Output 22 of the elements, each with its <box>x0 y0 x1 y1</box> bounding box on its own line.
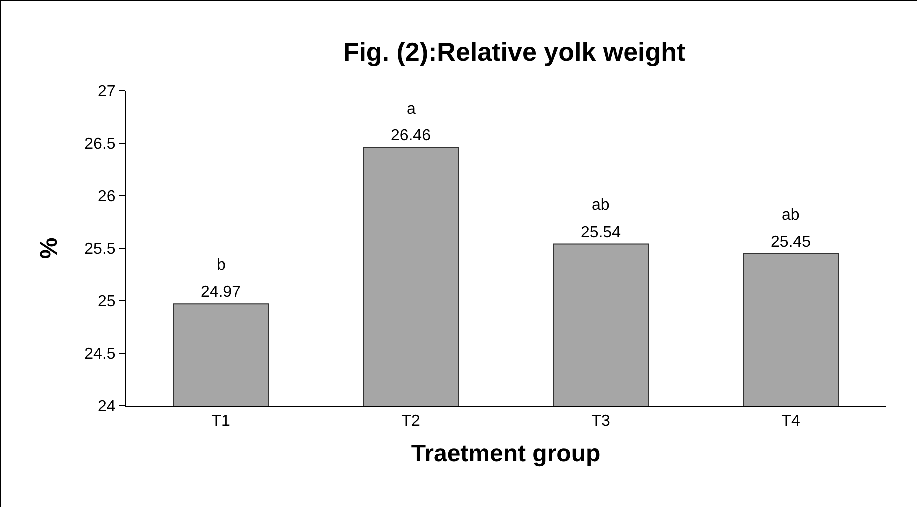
y-tick-label: 26.5 <box>84 136 116 154</box>
x-tick-label: T3 <box>592 413 610 430</box>
data-label: 24.97 <box>200 284 242 302</box>
y-tick-label: 27 <box>98 84 116 101</box>
y-tick-label: 24 <box>98 398 116 416</box>
y-tick-label: 25 <box>98 294 116 311</box>
y-axis-title: % <box>36 238 63 260</box>
chart-title: Fig. (2):Relative yolk weight <box>343 36 686 67</box>
y-tick-label: 24.5 <box>84 346 116 364</box>
x-tick-label: T4 <box>782 413 800 430</box>
y-tick-label: 25.5 <box>84 241 116 258</box>
y-tick-label: 26 <box>98 188 116 206</box>
data-label: 25.54 <box>580 224 622 242</box>
data-label: 25.45 <box>770 234 812 251</box>
annotation: a <box>407 101 416 118</box>
x-axis-title: Traetment group <box>411 440 601 468</box>
x-tick-label: T1 <box>212 413 230 430</box>
annotation: ab <box>592 197 610 214</box>
annotation: b <box>217 257 226 274</box>
x-tick-label: T2 <box>402 413 420 430</box>
annotation: ab <box>782 207 800 224</box>
data-label: 26.46 <box>390 128 432 145</box>
